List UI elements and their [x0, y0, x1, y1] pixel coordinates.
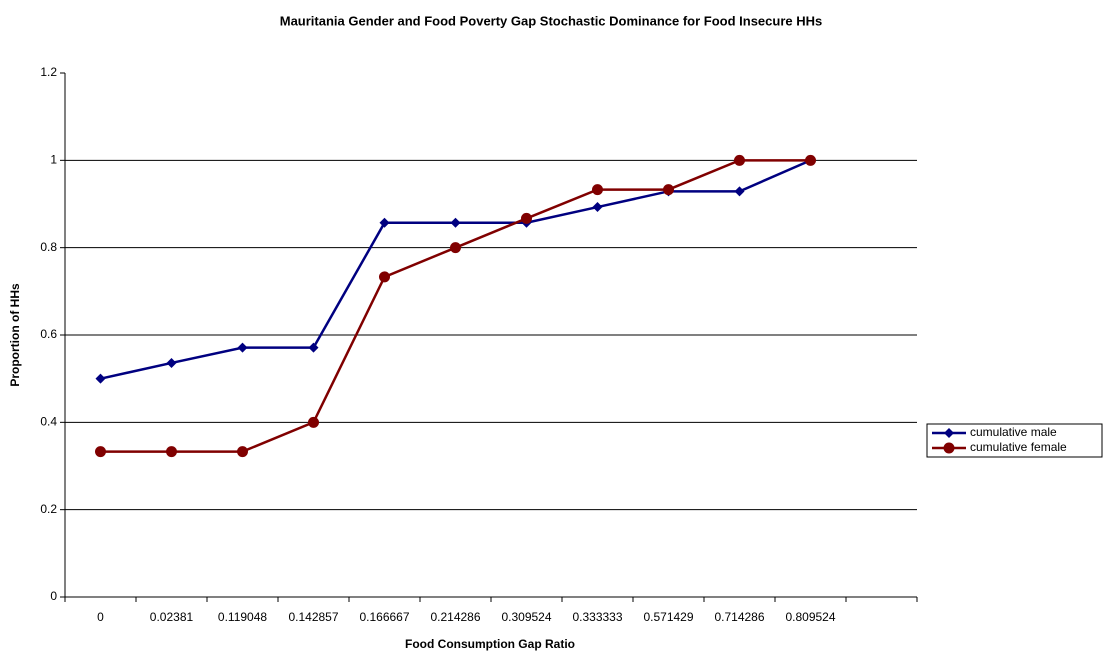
marker: [308, 416, 319, 428]
x-axis-label: Food Consumption Gap Ratio: [405, 637, 575, 651]
x-tick-label: 0.02381: [150, 610, 194, 624]
marker: [379, 271, 390, 283]
x-tick-label: 0.309524: [501, 610, 551, 624]
marker: [734, 186, 745, 197]
marker: [166, 357, 177, 368]
marker: [237, 446, 248, 458]
marker: [592, 202, 603, 213]
marker: [95, 446, 106, 458]
marker: [166, 446, 177, 458]
marker: [805, 154, 816, 166]
y-tick-label: 1: [50, 153, 57, 167]
marker: [734, 154, 745, 166]
marker: [95, 373, 106, 384]
x-tick-label: 0.571429: [643, 610, 693, 624]
legend-label: cumulative female: [970, 440, 1067, 454]
marker: [237, 342, 248, 353]
series-line: [100, 159, 811, 453]
marker: [450, 242, 461, 254]
x-tick-label: 0.142857: [288, 610, 338, 624]
y-tick-label: 0.4: [40, 415, 57, 429]
legend-marker: [943, 442, 955, 454]
marker: [521, 212, 532, 224]
legend-label: cumulative male: [970, 425, 1057, 439]
x-tick-label: 0: [97, 610, 104, 624]
legend-marker: [944, 428, 954, 438]
marker: [663, 184, 674, 196]
legend-box: [926, 423, 1103, 458]
y-tick-label: 0: [50, 589, 57, 603]
x-tick-label: 0.119048: [218, 610, 267, 624]
x-tick-label: 0.809524: [785, 610, 835, 624]
marker: [308, 342, 319, 353]
series-line: [100, 159, 812, 380]
y-tick-label: 0.2: [40, 502, 57, 516]
x-tick-label: 0.166667: [359, 610, 409, 624]
y-tick-label: 0.6: [40, 327, 57, 341]
marker: [592, 184, 603, 196]
x-tick-label: 0.214286: [430, 610, 480, 624]
marker: [379, 217, 390, 228]
y-axis-label: Proportion of HHs: [8, 283, 22, 387]
y-tick-label: 0.8: [40, 240, 57, 254]
y-tick-label: 1.2: [40, 65, 57, 79]
chart-title: Mauritania Gender and Food Poverty Gap S…: [280, 13, 823, 28]
marker: [450, 217, 461, 228]
x-tick-label: 0.714286: [714, 610, 764, 624]
x-tick-label: 0.333333: [572, 610, 622, 624]
